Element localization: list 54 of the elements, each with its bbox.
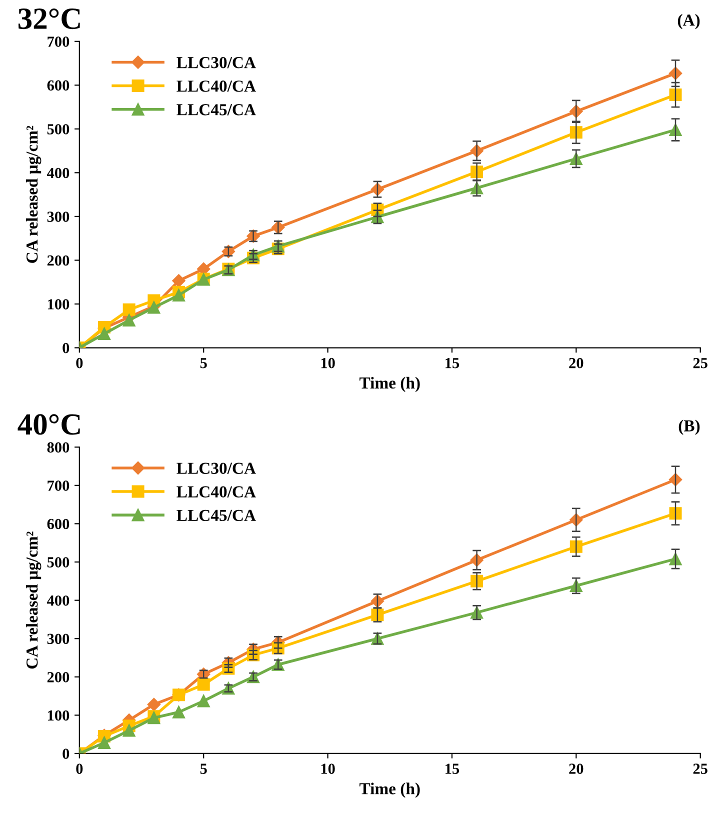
y-tick-label: 100: [48, 710, 70, 721]
point: [172, 274, 186, 288]
y-axis-title: CA released μg/cm²: [26, 532, 42, 669]
point: [197, 678, 210, 691]
x-tick-label: 20: [569, 764, 584, 774]
chart-title: 32°C: [18, 8, 80, 30]
legend-label: LLC40/CA: [176, 80, 256, 92]
y-tick-label: 300: [47, 634, 70, 644]
y-tick-label: 300: [47, 212, 70, 222]
legend-label: LLC45/CA: [176, 104, 256, 116]
y-tick-label: 700: [48, 36, 70, 47]
point: [122, 314, 136, 326]
legend-label: LLC30/CA: [176, 462, 256, 474]
point: [147, 698, 161, 712]
y-tick-label: 400: [46, 168, 70, 178]
y-tick-label: 600: [47, 518, 70, 530]
point: [122, 303, 136, 316]
x-tick-label: 25: [693, 764, 708, 774]
y-tick-label: 200: [47, 672, 70, 682]
y-tick-label: 200: [47, 255, 70, 266]
point: [172, 288, 186, 302]
x-tick-label: 5: [200, 358, 207, 368]
x-tick-label: 15: [446, 358, 460, 368]
y-tick-label: 100: [48, 299, 70, 310]
point: [98, 328, 111, 340]
y-tick-label: 500: [47, 124, 70, 134]
x-tick-label: 0: [76, 358, 83, 368]
y-tick-label: 700: [48, 480, 70, 491]
legend-label: LLC45/CA: [176, 510, 256, 522]
chart-title: 40°C: [18, 414, 80, 435]
point: [122, 724, 136, 737]
point: [172, 706, 186, 718]
y-tick-label: 500: [47, 557, 70, 568]
legend-label: LLC40/CA: [176, 486, 256, 498]
y-tick-label: 400: [46, 595, 70, 606]
x-tick-label: 0: [76, 764, 83, 774]
y-tick-label: 600: [47, 80, 70, 91]
text: (B): [678, 420, 700, 435]
y-tick-label: 800: [47, 442, 70, 453]
legend-label: LLC30/CA: [176, 56, 256, 68]
point: [197, 694, 210, 708]
x-tick-label: 15: [446, 764, 460, 774]
x-tick-label: 5: [200, 764, 207, 774]
y-axis-title: CA released μg/cm²: [26, 126, 42, 263]
x-axis-title: Time (h): [360, 782, 420, 798]
x-tick-label: 25: [693, 358, 708, 368]
x-axis-title: Time (h): [360, 376, 420, 392]
x-tick-label: 10: [321, 358, 335, 368]
y-tick-label: 0: [62, 342, 70, 354]
point: [98, 736, 111, 750]
x-tick-label: 10: [321, 764, 335, 774]
x-tick-label: 20: [569, 358, 584, 368]
y-tick-label: 0: [62, 748, 70, 759]
text: (A): [678, 14, 700, 30]
